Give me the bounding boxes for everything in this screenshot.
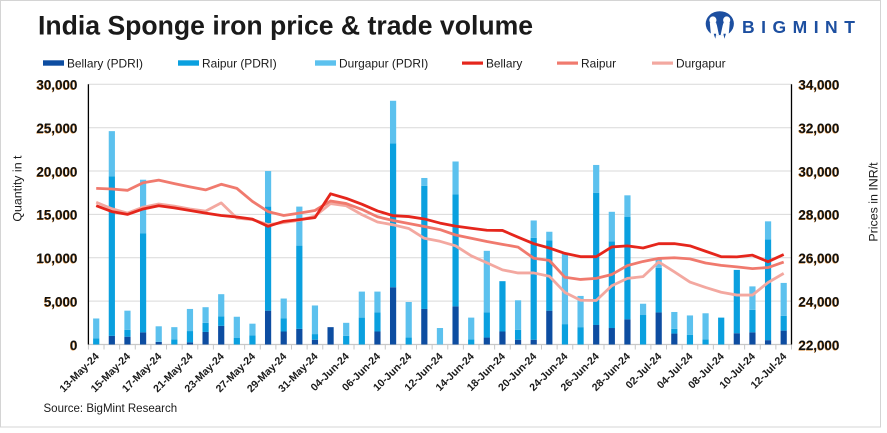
svg-text:30,000: 30,000 xyxy=(799,164,840,179)
svg-text:28,000: 28,000 xyxy=(799,208,840,223)
svg-text:20,000: 20,000 xyxy=(37,164,78,179)
svg-text:Prices in INR/t: Prices in INR/t xyxy=(867,162,881,242)
svg-text:BIGMINT: BIGMINT xyxy=(742,17,861,37)
svg-text:Bellary (PDRI): Bellary (PDRI) xyxy=(67,56,143,70)
svg-text:10,000: 10,000 xyxy=(37,251,78,266)
svg-text:5,000: 5,000 xyxy=(44,294,78,309)
svg-text:32,000: 32,000 xyxy=(798,122,839,137)
svg-text:24,000: 24,000 xyxy=(799,294,840,309)
svg-text:Durgapur: Durgapur xyxy=(676,56,726,70)
svg-text:26,000: 26,000 xyxy=(799,251,840,266)
svg-text:10,000: 10,000 xyxy=(36,252,77,267)
svg-text:Bellary: Bellary xyxy=(486,56,522,70)
svg-text:0: 0 xyxy=(70,338,77,353)
svg-text:28,000: 28,000 xyxy=(798,208,839,223)
svg-text:15,000: 15,000 xyxy=(36,208,77,223)
svg-text:30,000: 30,000 xyxy=(798,165,839,180)
svg-text:32,000: 32,000 xyxy=(799,121,840,136)
svg-text:Raipur (PDRI): Raipur (PDRI) xyxy=(202,56,277,70)
svg-text:22,000: 22,000 xyxy=(799,338,840,353)
svg-text:15,000: 15,000 xyxy=(37,208,78,223)
svg-text:24,000: 24,000 xyxy=(798,295,839,310)
svg-text:26,000: 26,000 xyxy=(798,252,839,267)
svg-text:25,000: 25,000 xyxy=(37,121,78,136)
svg-text:34,000: 34,000 xyxy=(798,78,839,93)
svg-text:5,000: 5,000 xyxy=(43,295,77,310)
svg-text:20,000: 20,000 xyxy=(36,165,77,180)
svg-text:Raipur: Raipur xyxy=(581,56,616,70)
svg-text:22,000: 22,000 xyxy=(798,338,839,353)
svg-text:Quantity in t: Quantity in t xyxy=(10,155,24,222)
svg-text:India Sponge iron price & trad: India Sponge iron price & trade volume xyxy=(38,11,533,41)
svg-text:34,000: 34,000 xyxy=(799,78,840,93)
svg-text:Durgapur (PDRI): Durgapur (PDRI) xyxy=(339,56,428,70)
svg-text:30,000: 30,000 xyxy=(36,78,77,93)
svg-text:25,000: 25,000 xyxy=(36,122,77,137)
svg-text:Source: BigMint Research: Source: BigMint Research xyxy=(44,403,178,415)
svg-text:0: 0 xyxy=(70,338,77,353)
svg-text:30,000: 30,000 xyxy=(37,78,78,93)
